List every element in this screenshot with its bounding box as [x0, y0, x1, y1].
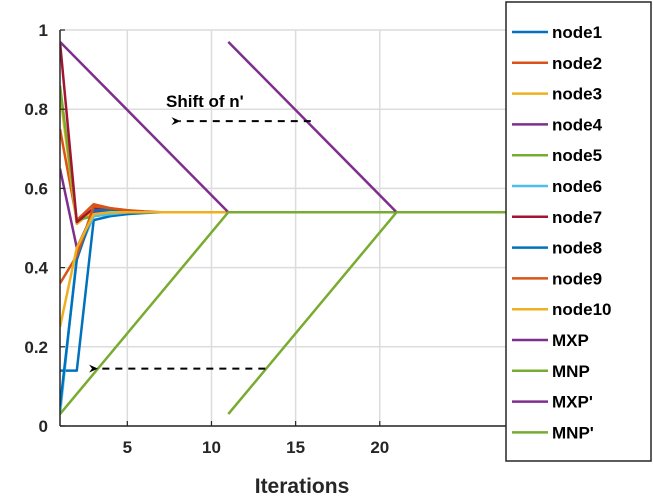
legend-box	[505, 1, 652, 462]
legend-label: node7	[552, 208, 602, 227]
series-line-MNP'	[227, 210, 506, 415]
legend-label: MXP'	[552, 393, 593, 412]
x-tick-label: 5	[123, 438, 132, 457]
legend-label: MNP'	[552, 423, 594, 442]
y-tick-label: 1	[39, 21, 48, 40]
legend-label: node6	[552, 177, 602, 196]
x-tick-label: 20	[370, 438, 389, 457]
y-tick-label: 0.4	[24, 259, 48, 278]
y-tick-label: 0.8	[24, 100, 48, 119]
legend-label: node9	[552, 269, 602, 288]
axes: 5 10 15 20 0 0.2 0.4 0.6 0.8 1	[24, 21, 506, 457]
series-layer	[60, 41, 506, 415]
legend-label: node5	[552, 146, 602, 165]
legend: node1 node2 node3 node4 node5 node6 node7 node8…	[505, 1, 652, 462]
legend-label: MNP	[552, 362, 590, 381]
x-axis-label: Iterations	[255, 475, 350, 498]
legend-label: node10	[552, 300, 612, 319]
legend-label: node3	[552, 85, 602, 104]
series-line-node10	[60, 210, 506, 328]
annotations: Shift of n'	[89, 92, 311, 373]
legend-label: node1	[552, 23, 602, 42]
x-tick-label: 10	[202, 438, 221, 457]
y-tick-label: 0.2	[24, 338, 48, 357]
y-tick-label: 0.6	[24, 179, 48, 198]
legend-label: node2	[552, 54, 602, 73]
x-tick-label: 15	[286, 438, 305, 457]
y-tick-label: 0	[39, 417, 48, 436]
legend-label: node4	[552, 115, 603, 134]
annotation-label: Shift of n'	[166, 92, 244, 111]
legend-label: MXP	[552, 331, 589, 350]
legend-label: node8	[552, 239, 602, 258]
